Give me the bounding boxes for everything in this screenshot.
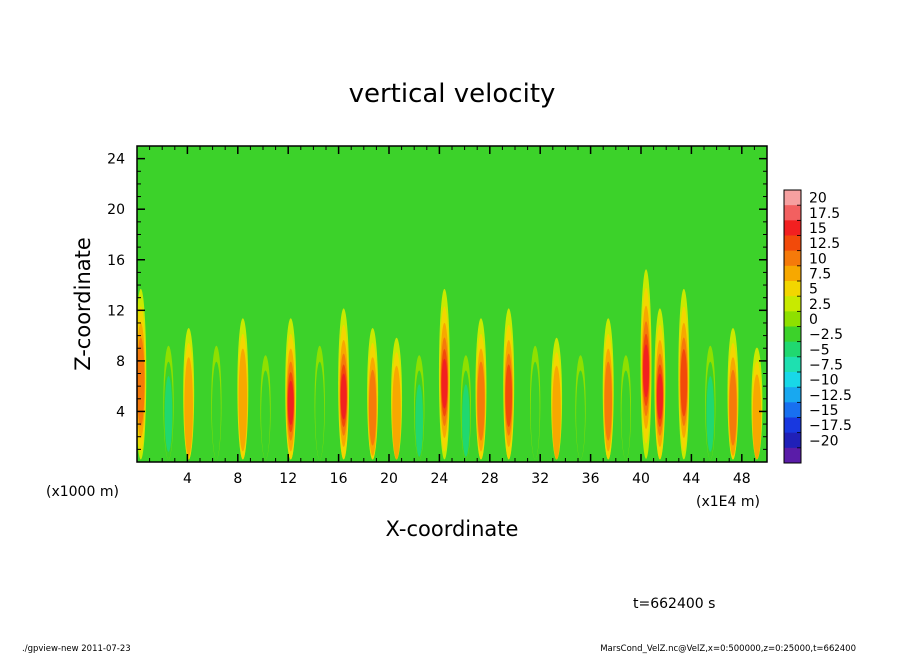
- footer-left: ./gpview-new 2011-07-23: [22, 644, 131, 654]
- colorbar-segment: [784, 311, 801, 327]
- plume: [678, 288, 690, 460]
- plume: [475, 318, 487, 460]
- plume: [211, 345, 222, 460]
- x-axis-label: X-coordinate: [386, 517, 519, 541]
- colorbar-segment: [784, 296, 801, 312]
- colorbar-label: 17.5: [809, 206, 840, 222]
- y-tick-label: 16: [107, 253, 125, 269]
- footer-right: MarsCond_VelZ.nc@VelZ,x=0:500000,z=0:250…: [600, 644, 856, 654]
- colorbar-segment: [784, 387, 801, 403]
- x-tick-label: 44: [682, 471, 700, 487]
- colorbar-labels: 2017.51512.5107.552.50−2.5−5−7.5−10−12.5…: [797, 191, 852, 449]
- colorbar-segment: [784, 235, 801, 252]
- colorbar-label: −2.5: [809, 327, 843, 343]
- colorbar-label: −20: [809, 433, 839, 449]
- colorbar: [783, 189, 802, 464]
- y-tick-label: 20: [107, 202, 125, 218]
- plume: [438, 288, 450, 460]
- colorbar-segment: [784, 402, 801, 418]
- x-axis-ticks: 4 8 12 16 20 24 28 32 36 40 44 48: [149, 146, 755, 487]
- colorbar-segment: [784, 205, 801, 221]
- x-tick-label: 12: [279, 471, 297, 487]
- plume: [640, 269, 652, 459]
- y-tick-label: 8: [116, 354, 125, 370]
- x-tick-label: 8: [233, 471, 242, 487]
- colorbar-segment: [784, 417, 801, 434]
- plume: [391, 337, 403, 460]
- plume: [503, 308, 515, 460]
- plume: [367, 328, 379, 460]
- plume: [338, 308, 350, 460]
- colorbar-segment: [784, 372, 801, 388]
- colorbar-segment: [784, 432, 801, 449]
- time-label: t=662400 s: [633, 596, 715, 612]
- y-tick-label: 4: [116, 404, 125, 420]
- plume: [183, 328, 195, 460]
- colorbar-label: 7.5: [809, 266, 831, 282]
- plume: [314, 345, 325, 460]
- plume: [163, 345, 174, 460]
- plot-background: [137, 146, 767, 462]
- x-axis-unit-note: (x1E4 m): [696, 494, 760, 510]
- y-axis-ticks: 4 8 12 16 20 24: [107, 152, 767, 450]
- plume: [705, 345, 716, 460]
- plume: [575, 355, 586, 460]
- x-tick-label: 36: [582, 471, 600, 487]
- colorbar-label: 15: [809, 221, 827, 237]
- colorbar-label: 12.5: [809, 236, 840, 252]
- y-tick-label: 12: [107, 303, 125, 319]
- plume: [530, 345, 541, 460]
- plume: [137, 288, 147, 460]
- velocity-field: [137, 269, 763, 460]
- x-tick-label: 24: [430, 471, 448, 487]
- colorbar-label: 0: [809, 312, 818, 328]
- plume: [414, 355, 425, 460]
- colorbar-label: −12.5: [809, 388, 852, 404]
- x-tick-label: 20: [380, 471, 398, 487]
- colorbar-label: −17.5: [809, 418, 852, 434]
- plume: [751, 347, 763, 460]
- y-axis-label: Z-coordinate: [71, 237, 95, 371]
- plume: [237, 318, 249, 460]
- plume: [460, 355, 472, 460]
- plume: [602, 318, 614, 460]
- x-tick-label: 4: [183, 471, 192, 487]
- colorbar-label: −5: [809, 342, 830, 358]
- x-tick-label: 40: [632, 471, 650, 487]
- plume: [654, 308, 666, 460]
- colorbar-label: −7.5: [809, 357, 843, 373]
- colorbar-segment: [784, 220, 801, 236]
- y-tick-label: 24: [107, 152, 125, 168]
- plume: [620, 355, 632, 460]
- chart-title: vertical velocity: [349, 79, 556, 109]
- y-axis-unit-note: (x1000 m): [46, 484, 119, 500]
- colorbar-segment: [784, 326, 801, 343]
- colorbar-label: 5: [809, 282, 818, 298]
- colorbar-segment: [784, 281, 801, 297]
- colorbar-segment: [784, 356, 801, 373]
- plume: [285, 318, 297, 460]
- colorbar-segment: [784, 265, 801, 282]
- colorbar-segment: [784, 341, 801, 358]
- colorbar-label: −15: [809, 403, 839, 419]
- colorbar-label: 20: [809, 191, 827, 207]
- colorbar-label: 2.5: [809, 297, 831, 313]
- x-tick-label: 32: [531, 471, 549, 487]
- x-tick-label: 16: [330, 471, 348, 487]
- plume: [260, 355, 271, 460]
- plume: [727, 328, 739, 460]
- colorbar-label: 10: [809, 251, 827, 267]
- x-tick-label: 28: [481, 471, 499, 487]
- colorbar-segment: [784, 190, 801, 206]
- x-tick-label: 48: [733, 471, 751, 487]
- plume: [551, 337, 563, 460]
- colorbar-label: −10: [809, 373, 839, 389]
- colorbar-segment: [784, 447, 801, 464]
- colorbar-segment: [784, 250, 801, 267]
